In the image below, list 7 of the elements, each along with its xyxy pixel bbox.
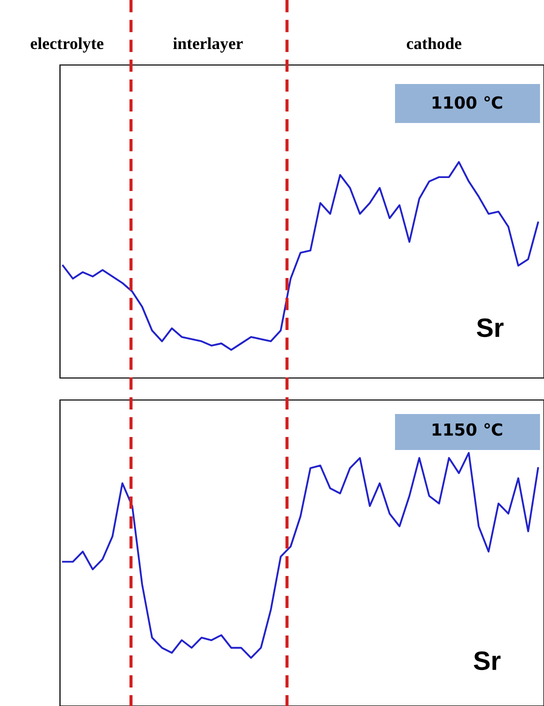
text: interlayer — [173, 37, 243, 53]
text: cathode — [406, 37, 462, 50]
annotation: Sr — [476, 318, 504, 338]
text: 1150 ℃ — [432, 423, 502, 436]
annotation: Sr — [474, 651, 501, 670]
text: electrolyte — [30, 37, 104, 53]
text: 1100 ℃ — [432, 96, 502, 109]
